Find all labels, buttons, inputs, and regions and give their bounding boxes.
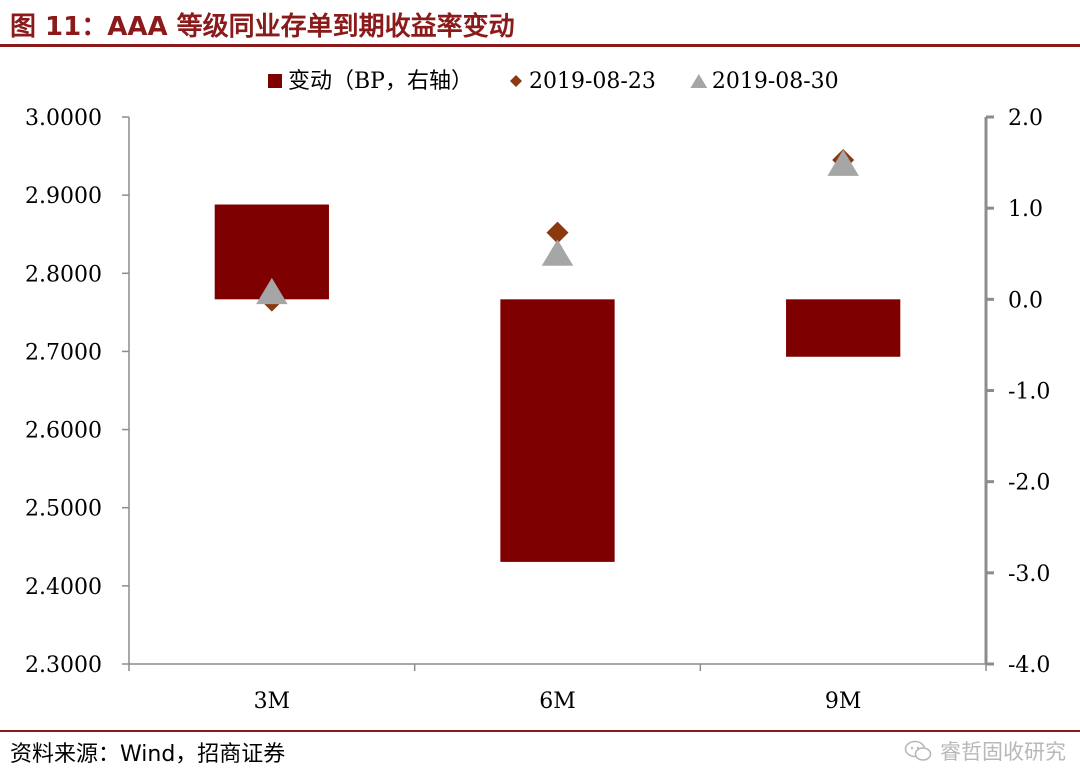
left-tick-label: 2.9000 <box>25 184 102 209</box>
x-tick-label: 3M <box>254 689 291 714</box>
right-tick-label: -4.0 <box>1008 653 1050 678</box>
figure-title: 图 11：AAA 等级同业存单到期收益率变动 <box>10 12 515 42</box>
watermark: 睿哲固收研究 <box>904 736 1066 766</box>
right-tick-label: -1.0 <box>1008 380 1050 405</box>
footer-divider <box>0 730 1080 732</box>
chart-axes: 3.0000 2.9000 2.8000 2.7000 2.6000 2.5000 2.40… <box>25 106 1050 714</box>
right-tick-label: -2.0 <box>1008 471 1050 496</box>
source-note: 资料来源：Wind，招商证券 <box>10 742 286 767</box>
legend-label: 2019-08-23 <box>529 69 656 94</box>
legend-triangle-swatch <box>690 74 708 88</box>
right-tick-label: 1.0 <box>1008 197 1043 222</box>
bar-6M <box>500 299 615 562</box>
triangle-point-9M <box>827 149 859 176</box>
right-tick-label: -3.0 <box>1008 562 1050 587</box>
left-tick-label: 2.7000 <box>25 340 102 365</box>
watermark-text: 睿哲固收研究 <box>940 740 1066 764</box>
left-tick-label: 2.6000 <box>25 419 102 444</box>
right-tick-label: 0.0 <box>1008 288 1043 313</box>
title-divider <box>0 44 1080 47</box>
chart-legend: 变动（BP，右轴） 2019-08-23 2019-08-30 <box>268 69 839 94</box>
legend-diamond-swatch <box>509 75 522 87</box>
left-tick-label: 2.4000 <box>25 575 102 600</box>
legend-label: 2019-08-30 <box>712 69 839 94</box>
bar-series <box>214 204 901 562</box>
left-tick-label: 2.3000 <box>25 653 102 678</box>
x-tick-label: 6M <box>539 689 576 714</box>
bar-9M <box>786 299 901 357</box>
legend-label: 变动（BP，右轴） <box>288 69 473 94</box>
triangle-point-6M <box>541 239 574 266</box>
title-bar: 图 11：AAA 等级同业存单到期收益率变动 <box>0 0 1080 47</box>
left-tick-label: 2.5000 <box>25 497 102 522</box>
x-tick-label: 9M <box>825 689 862 714</box>
triangle-point-3M <box>256 277 288 305</box>
marker-series <box>256 148 859 312</box>
wechat-icon <box>904 740 932 761</box>
diamond-point-6M <box>546 221 569 244</box>
legend-bar-swatch <box>268 74 282 88</box>
right-tick-label: 2.0 <box>1008 106 1043 131</box>
yield-change-chart: 变动（BP，右轴） 2019-08-23 2019-08-30 3.0000 2.90… <box>25 69 1050 714</box>
left-tick-label: 3.0000 <box>25 106 102 131</box>
left-tick-label: 2.8000 <box>25 262 102 287</box>
